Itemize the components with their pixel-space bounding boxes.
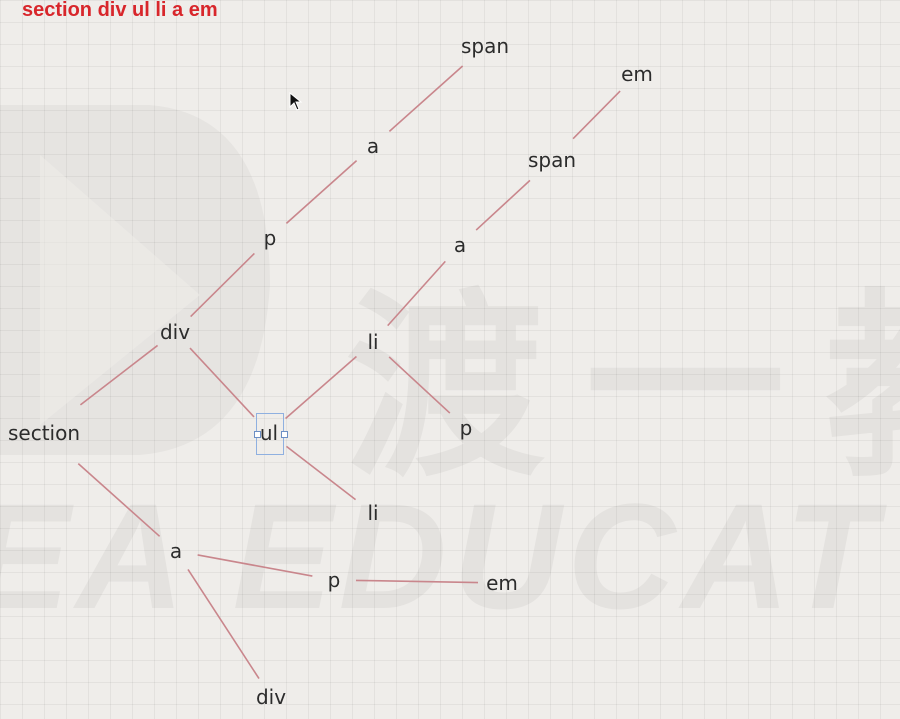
selection-handle-left[interactable] <box>254 431 261 438</box>
edge-section-div1 <box>79 344 159 406</box>
node-ul[interactable]: ul <box>259 421 279 445</box>
node-a1: a <box>366 134 380 158</box>
edge-a3-p3 <box>197 554 313 577</box>
node-section: section <box>7 421 81 445</box>
node-a3: a <box>169 539 183 563</box>
node-p2: p <box>459 416 473 440</box>
node-p3: p <box>327 568 341 592</box>
edge-span2-em1 <box>572 90 621 140</box>
node-li1: li <box>367 330 379 354</box>
edge-p1-a1 <box>285 160 358 224</box>
node-span1: span <box>460 34 510 58</box>
node-p1: p <box>263 226 277 250</box>
edge-li1-p2 <box>388 356 451 414</box>
edge-ul-li1 <box>285 355 357 420</box>
node-a2: a <box>453 233 467 257</box>
node-em2: em <box>486 571 518 595</box>
node-span2: span <box>527 148 577 172</box>
mouse-cursor-icon <box>289 92 303 111</box>
edge-section-a3 <box>77 463 161 537</box>
node-li2: li <box>367 501 379 525</box>
edge-a2-span2 <box>475 179 531 231</box>
edge-ul-li2 <box>285 445 357 501</box>
watermark-logo <box>40 155 200 425</box>
edge-div1-ul <box>189 347 255 418</box>
edge-li1-a2 <box>387 260 446 327</box>
node-div1: div <box>159 320 191 344</box>
selection-box[interactable] <box>254 413 288 455</box>
selection-handle-right[interactable] <box>281 431 288 438</box>
node-em1: em <box>621 62 653 86</box>
edge-div1-p1 <box>190 252 255 318</box>
node-div2: div <box>255 685 287 709</box>
page-title: section div ul li a em <box>22 0 218 21</box>
edge-a1-span1 <box>388 65 464 132</box>
edge-p3-em2 <box>355 579 479 584</box>
edge-a3-div2 <box>187 569 260 679</box>
